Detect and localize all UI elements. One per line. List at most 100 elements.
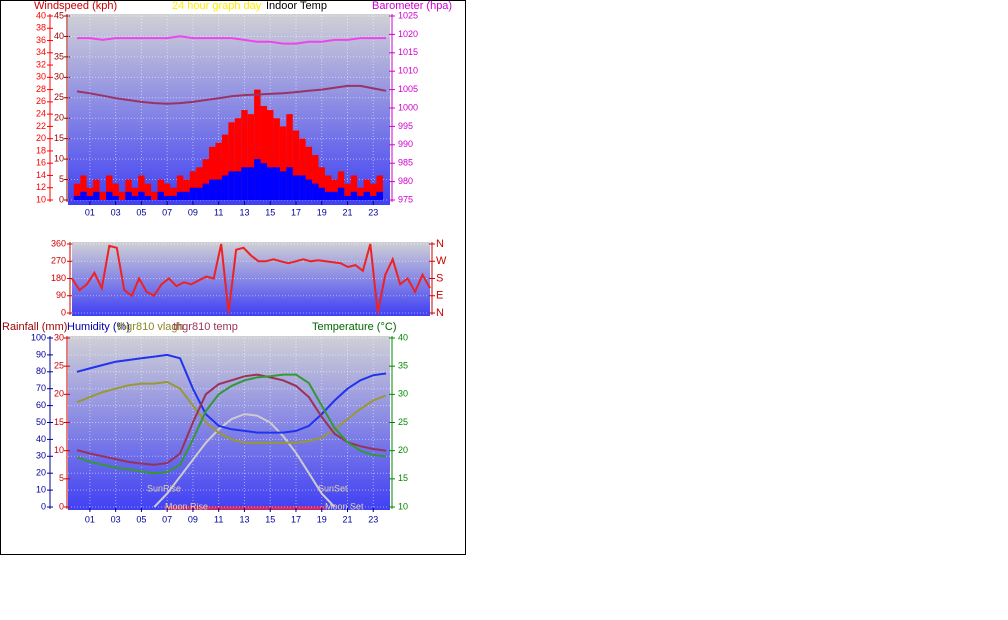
legend-label: Indoor Temp	[266, 0, 327, 12]
tick-label: 30	[398, 389, 408, 399]
bar	[234, 118, 242, 200]
x-tick-label: 05	[136, 514, 146, 524]
tick-label: 36	[36, 35, 46, 45]
x-tick-label: 07	[162, 207, 172, 217]
bar	[170, 195, 177, 200]
line	[76, 373, 387, 466]
x-tick-label: 21	[342, 514, 352, 524]
bar	[266, 110, 274, 200]
bar	[241, 110, 248, 200]
axis-title: Humidity (%)	[67, 321, 130, 333]
bar	[299, 138, 306, 200]
bar	[370, 195, 377, 200]
bar	[105, 175, 113, 200]
axis-title: Rainfall (mm)	[2, 321, 67, 333]
bar	[344, 183, 351, 200]
tick-label: E	[436, 290, 443, 302]
bar	[73, 195, 81, 200]
bar	[228, 122, 235, 200]
tick-label: 15	[398, 473, 408, 483]
tick-label: 0	[59, 501, 64, 511]
tick-label: 0	[59, 194, 64, 204]
bar	[357, 195, 364, 200]
bar	[273, 118, 280, 200]
bar	[196, 167, 203, 200]
x-tick-label: 23	[368, 207, 378, 217]
tick-label: 20	[36, 468, 46, 478]
tick-label: 32	[36, 59, 46, 69]
tick-label: 360	[51, 238, 66, 248]
tick-label: 80	[36, 366, 46, 376]
bar	[105, 191, 113, 200]
bar	[337, 171, 345, 200]
bar	[144, 183, 152, 200]
bar	[215, 142, 222, 200]
axis-title: Windspeed (kph)	[34, 0, 117, 12]
tick-label: 10	[398, 501, 408, 511]
bar	[80, 175, 87, 200]
tick-label: W	[436, 255, 447, 267]
tick-label: 995	[398, 121, 413, 131]
tick-label: 60	[36, 400, 46, 410]
bar	[350, 191, 358, 200]
annotation: SunSet	[318, 483, 348, 493]
bar	[318, 187, 325, 200]
bar	[234, 171, 242, 200]
tick-label: 10	[36, 194, 46, 204]
tick-label: 0	[61, 307, 66, 317]
tick-label: 38	[36, 23, 46, 33]
bar	[196, 187, 203, 200]
bar	[260, 163, 267, 200]
tick-label: 30	[54, 332, 64, 342]
bar	[279, 126, 287, 200]
bar	[189, 187, 197, 200]
tick-label: 40	[36, 10, 46, 20]
tick-label: 35	[398, 361, 408, 371]
bar	[138, 175, 145, 200]
tick-label: 0	[41, 501, 46, 511]
bar	[370, 183, 377, 200]
tick-label: 18	[36, 145, 46, 155]
x-tick-label: 05	[136, 207, 146, 217]
panel-temp	[68, 336, 390, 510]
tick-label: 40	[36, 434, 46, 444]
x-tick-label: 09	[188, 514, 198, 524]
bar	[357, 187, 364, 200]
bar	[312, 183, 319, 200]
bar	[86, 187, 94, 200]
bar	[363, 179, 371, 200]
bar	[247, 114, 255, 200]
line	[71, 243, 431, 314]
bar	[157, 191, 164, 200]
x-tick-label: 01	[85, 514, 95, 524]
tick-label: 90	[56, 290, 66, 300]
bar	[331, 191, 338, 200]
x-tick-label: 23	[368, 514, 378, 524]
bar	[176, 175, 184, 200]
bar	[221, 175, 229, 200]
tick-label: 20	[398, 445, 408, 455]
tick-label: 16	[36, 158, 46, 168]
chart-title: 24 hour graph day	[172, 0, 262, 12]
tick-label: 1015	[398, 47, 418, 57]
bar	[163, 183, 171, 200]
x-tick-label: 15	[265, 514, 275, 524]
tick-label: 35	[54, 51, 64, 61]
tick-label: 22	[36, 121, 46, 131]
tick-label: 25	[54, 92, 64, 102]
bar	[221, 134, 229, 200]
bar	[305, 179, 313, 200]
bar	[131, 187, 139, 200]
tick-label: 980	[398, 176, 413, 186]
tick-label: 5	[59, 473, 64, 483]
bar	[312, 155, 319, 200]
tick-label: 25	[54, 361, 64, 371]
tick-label: 50	[36, 417, 46, 427]
x-tick-label: 17	[291, 207, 301, 217]
tick-label: 100	[31, 332, 46, 342]
tick-label: 15	[54, 133, 64, 143]
bar	[286, 114, 293, 200]
x-tick-label: 07	[162, 514, 172, 524]
bar	[299, 175, 306, 200]
bar	[324, 191, 332, 200]
